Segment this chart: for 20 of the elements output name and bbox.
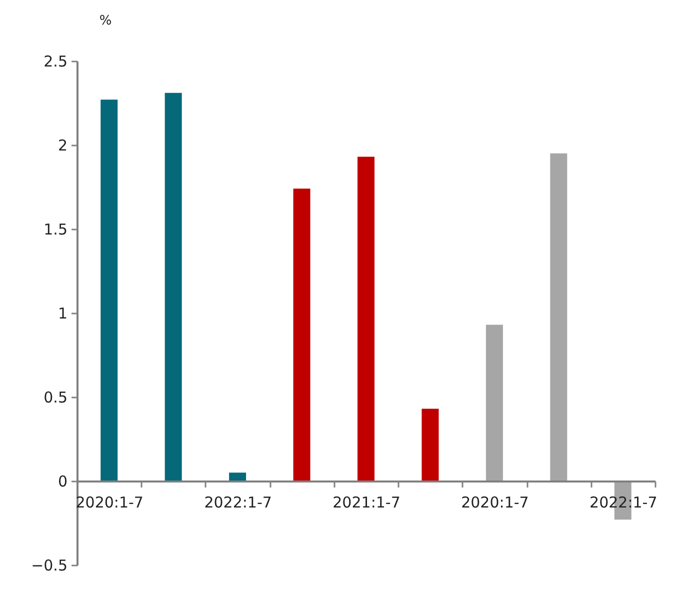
bar <box>100 100 118 481</box>
y-tick-label: −0.5 <box>31 556 68 574</box>
x-tick-label: 2021:1-7 <box>332 494 400 512</box>
bar <box>358 156 374 481</box>
y-tick-label: 0.5 <box>44 388 68 406</box>
y-tick-label: 1 <box>58 304 68 322</box>
y-tick-label: 0 <box>58 472 68 490</box>
x-tick-label: 2020:1-7 <box>461 494 529 512</box>
y-axis-title: % <box>99 14 112 28</box>
x-tick-label: 2022:1-7 <box>204 494 272 512</box>
y-tick-label: 1.5 <box>44 220 68 238</box>
y-tick-label: 2 <box>58 136 68 154</box>
bar <box>486 324 503 481</box>
bar <box>293 188 310 481</box>
x-tick-label: 2022:1-7 <box>590 494 658 512</box>
y-tick-label: 2.5 <box>44 52 68 70</box>
bar <box>422 408 439 481</box>
bar <box>550 153 568 481</box>
bar <box>164 92 182 481</box>
bar <box>229 472 246 481</box>
